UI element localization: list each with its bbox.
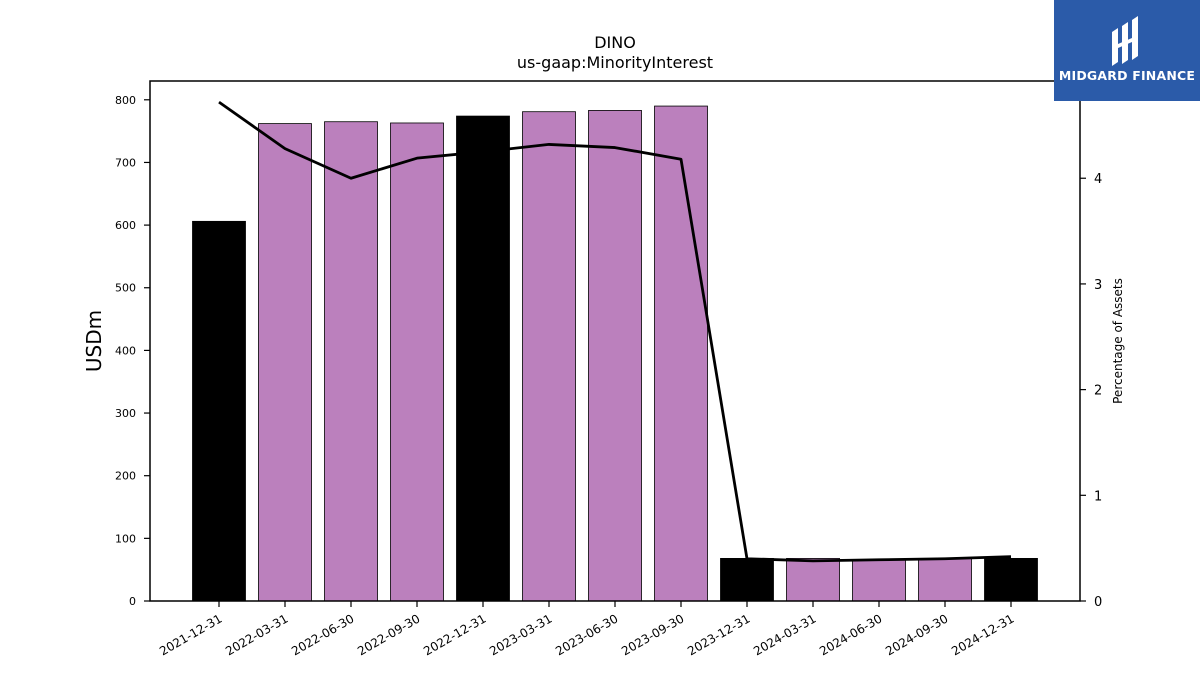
logo-mark-icon — [1112, 16, 1138, 66]
y2-tick-label: 4 — [1094, 172, 1102, 187]
y-tick-label: 700 — [115, 156, 136, 169]
line-group — [218, 100, 1012, 563]
y2-axis-label: Percentage of Assets — [1111, 278, 1125, 404]
x-tick-label: 2023-09-30 — [619, 611, 686, 658]
y-axis-label: USDm — [82, 310, 106, 372]
y-tick-label: 400 — [115, 344, 136, 357]
y-tick-label: 100 — [115, 532, 136, 545]
y-tick-label: 600 — [115, 219, 136, 232]
bar-2022-12-31 — [456, 115, 510, 602]
y-tick-label: 0 — [129, 595, 136, 608]
x-tick-label: 2024-09-30 — [883, 611, 950, 658]
percentage-line — [218, 100, 1012, 563]
y2-tick-label: 3 — [1094, 278, 1102, 293]
bar-2024-03-31 — [786, 557, 840, 602]
x-tick-label: 2024-12-31 — [949, 611, 1016, 658]
bar-2023-09-30 — [654, 105, 708, 602]
y-tick-label: 300 — [115, 407, 136, 420]
x-tick-label: 2022-12-31 — [421, 611, 488, 658]
bar-2021-12-31 — [192, 220, 246, 602]
chart-title: DINO — [594, 33, 636, 52]
logo: MIDGARD FINANCE — [1054, 0, 1200, 101]
bar-2022-06-30 — [324, 121, 378, 602]
x-tick-label: 2021-12-31 — [157, 611, 224, 658]
x-tick-label: 2024-06-30 — [817, 611, 884, 658]
bar-2023-03-31 — [522, 111, 576, 602]
bars-group — [192, 105, 1038, 602]
chart-subtitle: us-gaap:MinorityInterest — [517, 53, 713, 72]
x-tick-label: 2024-03-31 — [751, 611, 818, 658]
y-tick-label: 200 — [115, 470, 136, 483]
y-tick-label: 800 — [115, 94, 136, 107]
bar-2024-06-30 — [852, 559, 906, 602]
y2-tick-label: 0 — [1094, 595, 1102, 610]
bar-2022-03-31 — [258, 123, 312, 602]
x-tick-label: 2023-06-30 — [553, 611, 620, 658]
x-tick-label: 2022-09-30 — [355, 611, 422, 658]
y2-tick-label: 1 — [1094, 489, 1102, 504]
x-tick-label: 2023-12-31 — [685, 611, 752, 658]
bar-2023-12-31 — [720, 557, 774, 602]
y2-tick-label: 2 — [1094, 384, 1102, 399]
x-tick-label: 2023-03-31 — [487, 611, 554, 658]
bar-2022-09-30 — [390, 122, 444, 602]
bar-2024-09-30 — [918, 557, 972, 602]
bar-2023-06-30 — [588, 110, 642, 602]
y-tick-label: 500 — [115, 282, 136, 295]
logo-text: MIDGARD FINANCE — [1058, 68, 1196, 83]
x-tick-label: 2022-03-31 — [223, 611, 290, 658]
bar-2024-12-31 — [984, 557, 1038, 602]
x-tick-label: 2022-06-30 — [289, 611, 356, 658]
